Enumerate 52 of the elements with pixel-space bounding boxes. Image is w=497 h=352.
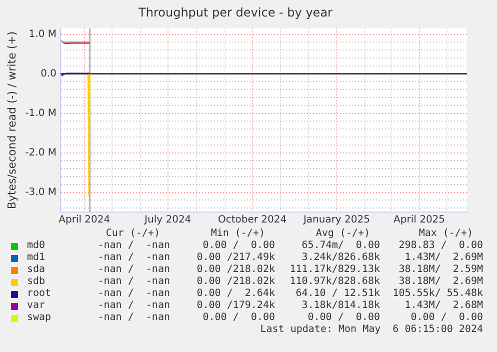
text: Max (-/+) (418, 228, 473, 239)
text: -nan / -nan (98, 240, 170, 251)
legend-label: sdb (27, 276, 46, 287)
legend-label: md0 (27, 240, 46, 251)
text: 0.00 / 0.00 (202, 240, 275, 251)
text: 64.10 / 12.51k (296, 288, 380, 299)
text: 0.00 /217.49k (196, 252, 275, 263)
legend-label: root (27, 288, 52, 299)
text: 0.00 / 2.64k (196, 288, 275, 299)
text: 0.00 / 0.00 (202, 312, 275, 323)
text: -nan / -nan (98, 312, 170, 323)
text: 111.17k/829.13k (290, 264, 380, 275)
text: Cur (-/+) (106, 228, 160, 239)
text: Avg (-/+) (316, 228, 370, 239)
text: 38.18M/ 2.69M (398, 276, 483, 287)
text: 0.00 /218.02k (196, 276, 275, 287)
x-tick-label: October 2024 (218, 214, 287, 226)
text: 3.18k/814.18k (302, 300, 380, 311)
x-tick-label: April 2024 (58, 214, 110, 226)
y-tick-label: -1.0 M (25, 108, 57, 119)
legend-label: swap (27, 312, 52, 323)
text: -nan / -nan (98, 264, 170, 275)
text: 105.55k/ 55.48k (392, 288, 483, 299)
y-tick-label: 1.0 M (28, 28, 57, 40)
text: -nan / -nan (98, 288, 170, 299)
legend-label: sda (27, 264, 46, 275)
text: -nan / -nan (98, 276, 170, 287)
text: Min (-/+) (210, 228, 265, 239)
text: 3.24k/826.68k (302, 252, 380, 263)
y-axis-title: Bytes/second read (-) / write (+) (5, 31, 18, 210)
x-tick-label: July 2024 (144, 214, 192, 226)
text: 0.00 /179.24k (196, 300, 275, 311)
text: 110.97k/828.68k (290, 276, 380, 287)
text: 0.00 /218.02k (196, 264, 275, 275)
x-tick-label: April 2025 (394, 214, 446, 226)
y-tick-label: 0.0 (40, 68, 57, 80)
text: 65.74m/ 0.00 (302, 240, 380, 251)
text: 1.43M/ 2.69M (404, 252, 483, 263)
text: 38.18M/ 2.59M (398, 264, 483, 275)
x-tick-label: January 2025 (302, 214, 370, 226)
text: -nan / -nan (98, 300, 170, 311)
legend-label: var (27, 300, 46, 311)
y-tick-label: -2.0 M (25, 147, 57, 158)
text: 0.00 / 0.00 (308, 312, 380, 323)
text: 1.43M/ 2.68M (404, 300, 483, 311)
text: 0.00 / 0.00 (410, 312, 483, 323)
text: -nan / -nan (98, 252, 170, 263)
legend-label: md1 (27, 252, 46, 263)
chart-title: Throughput per device - by year (138, 5, 333, 20)
y-tick-label: -3.0 M (25, 186, 57, 198)
text: Last update: Mon May 6 06:15:00 2024 (260, 324, 483, 335)
text: 298.83 / 0.00 (398, 240, 483, 251)
